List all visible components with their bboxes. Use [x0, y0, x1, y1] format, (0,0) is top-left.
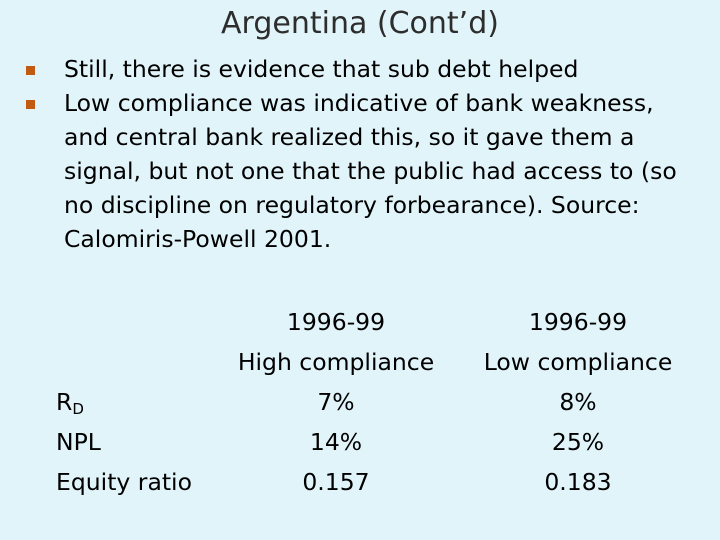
row-label-npl: NPL	[56, 428, 101, 456]
column-header: Low compliance	[483, 348, 673, 376]
column-period: 1996-99	[528, 308, 628, 336]
bullet-item: Low compliance was indicative of bank we…	[24, 86, 704, 256]
square-bullet-icon	[26, 100, 35, 109]
cell-equity-ratio: 0.183	[544, 468, 612, 496]
cell-npl: 25%	[551, 428, 605, 456]
column-period: 1996-99	[286, 308, 386, 336]
comparison-table: RD NPL Equity ratio 1996-99 High complia…	[0, 302, 720, 522]
row-label-equity-ratio: Equity ratio	[56, 468, 192, 496]
bullet-text: Low compliance was indicative of bank we…	[64, 89, 677, 253]
bullet-item: Still, there is evidence that sub debt h…	[24, 52, 704, 86]
high-compliance-column: 1996-99 High compliance 7% 14% 0.157	[230, 302, 442, 502]
cell-equity-ratio: 0.157	[302, 468, 370, 496]
bullet-list: Still, there is evidence that sub debt h…	[24, 52, 704, 256]
column-header: High compliance	[237, 348, 435, 376]
bullet-text: Still, there is evidence that sub debt h…	[64, 55, 579, 83]
square-bullet-icon	[26, 66, 35, 75]
row-label-rd: RD	[56, 388, 84, 418]
cell-npl: 14%	[309, 428, 363, 456]
cell-rd: 7%	[317, 388, 355, 416]
cell-rd: 8%	[559, 388, 597, 416]
slide-title: Argentina (Cont’d)	[221, 6, 499, 41]
row-labels-column: RD NPL Equity ratio	[56, 382, 192, 502]
low-compliance-column: 1996-99 Low compliance 8% 25% 0.183	[472, 302, 684, 502]
